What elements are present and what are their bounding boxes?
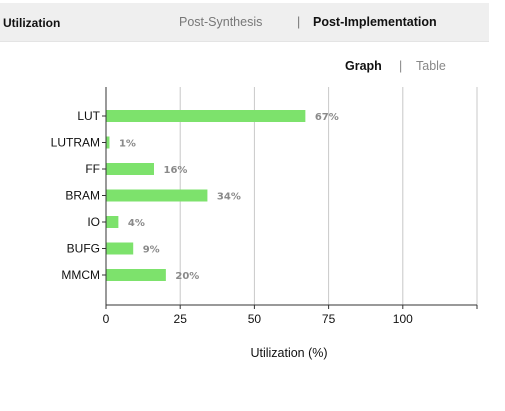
tab-separator: | xyxy=(297,15,301,29)
category-label: IO xyxy=(87,215,100,229)
panel-title: Utilization xyxy=(3,16,61,30)
x-tick-label: 100 xyxy=(393,312,413,326)
category-label: BUFG xyxy=(67,242,100,256)
bar xyxy=(106,216,119,228)
view-separator: | xyxy=(399,59,403,73)
bar xyxy=(106,110,306,122)
x-tick-label: 50 xyxy=(248,312,262,326)
value-label: 16% xyxy=(163,165,187,176)
bar xyxy=(106,269,166,281)
bar xyxy=(106,163,154,175)
x-axis-title: Utilization (%) xyxy=(250,346,327,360)
bar xyxy=(106,242,134,255)
category-label: MMCM xyxy=(61,268,100,282)
x-tick-label: 25 xyxy=(174,312,188,326)
category-label: LUT xyxy=(77,109,100,123)
value-label: 4% xyxy=(128,218,145,229)
value-label: 1% xyxy=(119,139,136,150)
graph-view-link[interactable]: Graph xyxy=(345,59,382,73)
value-label: 9% xyxy=(143,245,160,256)
value-label: 34% xyxy=(217,192,241,203)
category-label: FF xyxy=(85,162,100,176)
tab-post-synthesis[interactable]: Post-Synthesis xyxy=(179,15,263,29)
tab-post-implementation[interactable]: Post-Implementation xyxy=(313,15,437,29)
x-tick-label: 75 xyxy=(322,312,336,326)
category-label: LUTRAM xyxy=(51,136,100,150)
category-label: BRAM xyxy=(65,189,100,203)
value-label: 20% xyxy=(175,271,199,282)
table-view-link[interactable]: Table xyxy=(416,59,446,73)
bar xyxy=(106,189,208,202)
value-label: 67% xyxy=(315,112,339,123)
utilization-header: Utilization Post-Synthesis | Post-Implem… xyxy=(0,3,489,42)
bar xyxy=(106,136,110,149)
x-tick-label: 0 xyxy=(103,312,110,326)
